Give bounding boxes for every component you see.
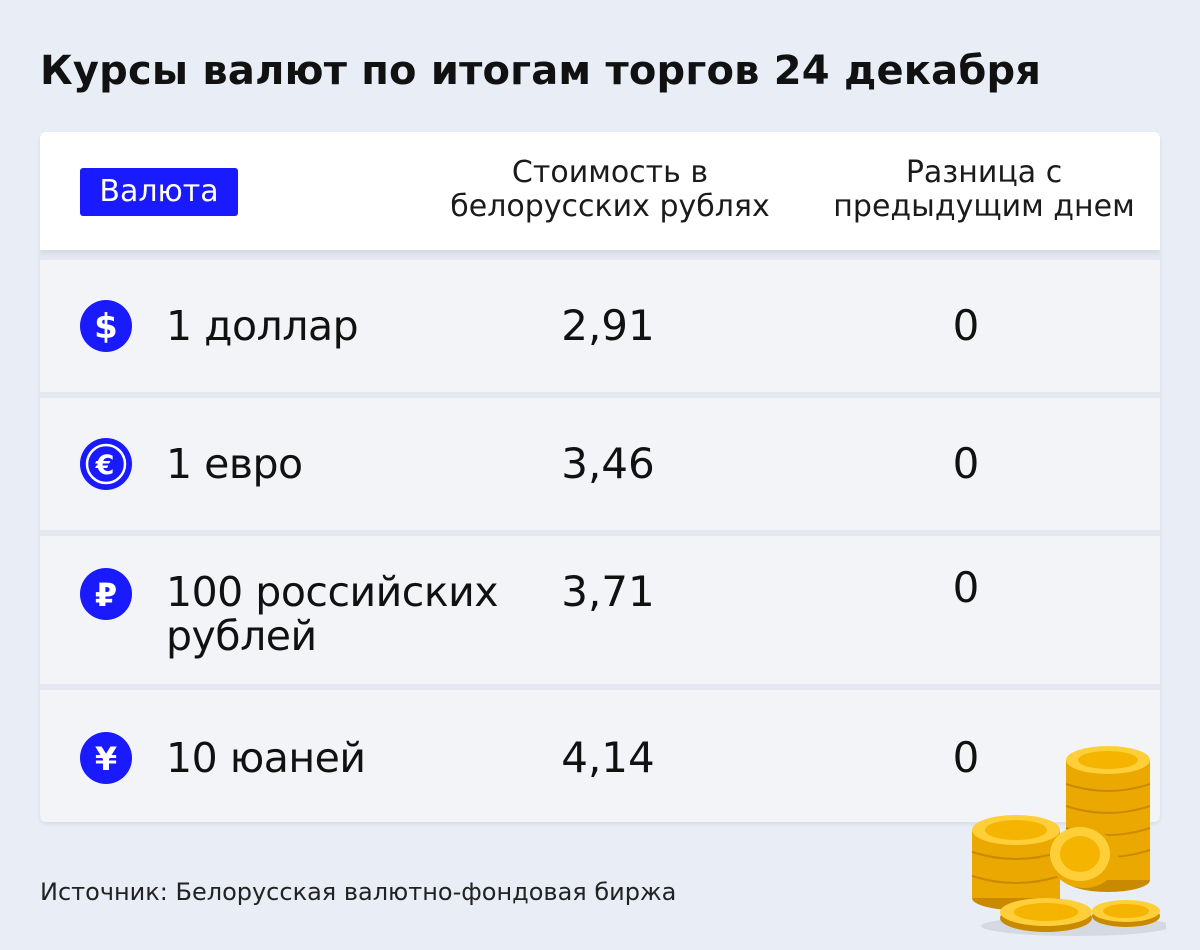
currency-diff: 0	[952, 733, 980, 782]
value-header-line1: Стоимость в	[511, 155, 709, 190]
yuan-icon: ¥	[80, 732, 132, 784]
table-row-euro: € 1 евро 3,46 0	[40, 398, 1160, 530]
page-title: Курсы валют по итогам торгов 24 декабря	[40, 48, 1042, 94]
table-row-dollar: $ 1 доллар 2,91 0	[40, 260, 1160, 392]
diff-header-line2: предыдущим днем	[833, 189, 1135, 224]
currency-diff: 0	[952, 301, 980, 350]
currency-value: 4,14	[561, 733, 655, 782]
ruble-icon: ₽	[80, 568, 132, 620]
value-header-line2: белорусских рублях	[450, 189, 770, 224]
source-note: Источник: Белорусская валютно-фондовая б…	[40, 878, 677, 906]
currency-value: 2,91	[561, 301, 655, 350]
svg-text:$: $	[94, 307, 118, 347]
currency-name: 100 российских рублей	[166, 568, 499, 660]
table-header: Валюта Стоимость в белорусских рублях Ра…	[40, 132, 1160, 250]
coins-illustration	[966, 730, 1171, 940]
currency-name: 10 юаней	[166, 734, 366, 782]
currency-diff: 0	[952, 439, 980, 488]
currency-column-header: Валюта	[80, 168, 238, 216]
currency-diff: 0	[952, 563, 980, 612]
currency-value: 3,71	[561, 567, 655, 616]
svg-text:¥: ¥	[95, 740, 117, 778]
currency-table: Валюта Стоимость в белорусских рублях Ра…	[40, 132, 1160, 822]
euro-icon: €	[80, 438, 132, 490]
svg-text:₽: ₽	[95, 576, 117, 614]
currency-name: 1 доллар	[166, 302, 359, 350]
svg-text:€: €	[95, 450, 115, 481]
table-row-ruble: ₽ 100 российских рублей 3,71 0	[40, 536, 1160, 684]
currency-name: 1 евро	[166, 440, 303, 488]
table-row-yuan: ¥ 10 юаней 4,14 0	[40, 690, 1160, 822]
diff-header-line1: Разница с	[905, 155, 1063, 190]
value-column-header: Стоимость в белорусских рублях	[440, 156, 780, 224]
diff-column-header: Разница с предыдущим днем	[802, 156, 1160, 224]
dollar-icon: $	[80, 300, 132, 352]
currency-value: 3,46	[561, 439, 655, 488]
